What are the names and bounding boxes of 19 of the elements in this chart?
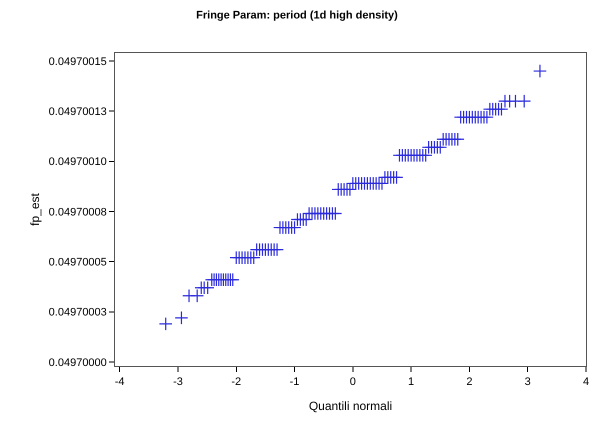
- y-tick-label: 0.04970000: [48, 356, 107, 369]
- x-tick-label: -1: [290, 376, 300, 388]
- x-tick-label: 4: [582, 376, 590, 388]
- y-tick-label: 0.04970013: [48, 106, 107, 118]
- x-tick-label: 2: [466, 376, 472, 388]
- x-axis-title: Quantili normali: [308, 399, 392, 414]
- y-tick-label: 0.04970003: [48, 306, 107, 319]
- y-tick-label: 0.04970015: [48, 56, 107, 68]
- y-tick-label: 0.04970010: [48, 156, 107, 168]
- y-tick-label: 0.04970008: [48, 206, 107, 218]
- x-tick-label: -3: [173, 376, 183, 388]
- x-tick-label: 3: [524, 376, 531, 388]
- chart-title: Fringe Param: period (1d high density): [196, 9, 398, 22]
- x-tick-label: 0: [350, 376, 356, 388]
- y-tick-label: 0.04970005: [48, 256, 107, 269]
- x-tick-label: -4: [114, 376, 125, 388]
- x-tick-label: -2: [231, 376, 242, 388]
- y-axis-title: fp_est: [28, 192, 42, 226]
- x-tick-label: 1: [408, 376, 414, 388]
